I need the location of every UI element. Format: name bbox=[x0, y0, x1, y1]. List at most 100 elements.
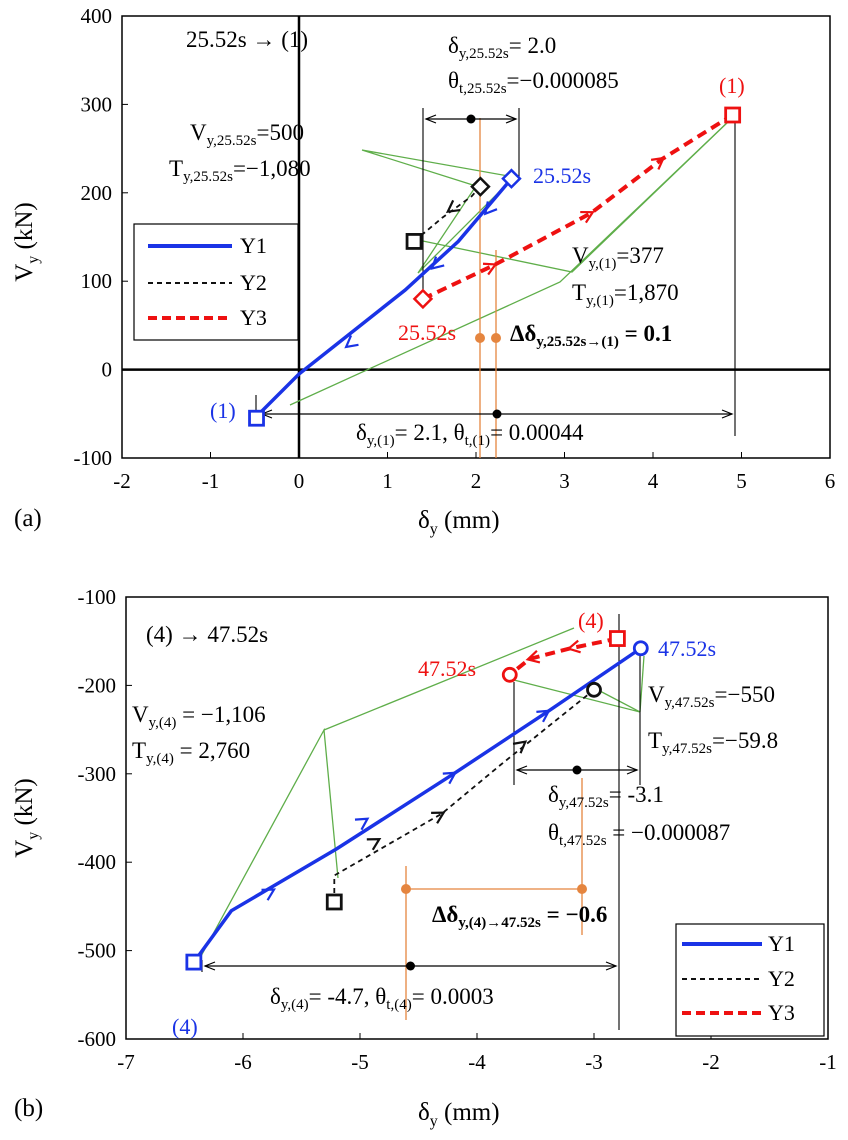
transition-label-b: (4) → 47.52s bbox=[146, 622, 268, 647]
direction-arrow-y2-b-2 bbox=[512, 740, 528, 754]
delta-dot-left-a bbox=[475, 333, 485, 343]
marker-square-y1-b-0 bbox=[185, 953, 203, 971]
marker-label-y3-start-b: (4) bbox=[578, 608, 604, 633]
legend-b: Y1 Y2 Y3 bbox=[675, 923, 825, 1037]
leader-right-lower-a bbox=[289, 119, 731, 406]
direction-arrow-y3-a-1 bbox=[580, 210, 595, 224]
x-tick-label-a-0: -2 bbox=[113, 469, 131, 493]
dim-bottom-b-head-right bbox=[605, 961, 618, 971]
direction-arrow-y2-a-0 bbox=[445, 199, 461, 214]
torque-right-label-b: Ty,47.52s=−59.8 bbox=[648, 728, 778, 757]
dim-mid-b-head-right bbox=[626, 765, 639, 775]
x-tick-label-b-5: -2 bbox=[702, 1050, 720, 1074]
series-line-y2-a bbox=[413, 185, 482, 243]
x-axis-title-b: δy (mm) bbox=[418, 1099, 500, 1130]
dim-bottom-a-head-right bbox=[721, 409, 734, 419]
dim-bottom-a-dot bbox=[492, 409, 502, 419]
legend-a: Y1 Y2 Y3 bbox=[133, 223, 299, 341]
y-tick-label-b-2: -300 bbox=[78, 762, 117, 786]
x-tick-label-b-2: -5 bbox=[351, 1050, 369, 1074]
delta-difference-label-a: Δδy,25.52s→(1) = 0.1 bbox=[510, 321, 672, 350]
x-tick-label-a-7: 5 bbox=[736, 469, 747, 493]
legend-label-y3-a: Y3 bbox=[240, 305, 267, 330]
x-tick-label-b-6: -1 bbox=[819, 1050, 837, 1074]
direction-arrow-y2-b-0 bbox=[366, 837, 382, 851]
direction-arrow-y3-a-2 bbox=[650, 156, 666, 170]
x-tick-label-a-8: 6 bbox=[825, 469, 836, 493]
panel-label-a: (a) bbox=[14, 505, 42, 532]
marker-label-y1-start-b: (4) bbox=[172, 1014, 198, 1039]
delta-bottom-label-b: δy,(4)= -4.7, θt,(4)= 0.0003 bbox=[270, 984, 494, 1013]
annotation-lines-a bbox=[255, 108, 736, 458]
marker-square-y1-a-1 bbox=[248, 409, 265, 427]
series-line-y3-a bbox=[422, 113, 734, 301]
chart-b: -7 -6 -5 -4 -3 -2 -1 -100 -200 -300 -400 -500 -600 (… bbox=[11, 585, 837, 1130]
dim-mid-b-dot bbox=[572, 765, 582, 775]
direction-arrow-y3-b-1 bbox=[525, 650, 541, 664]
x-tick-label-a-5: 3 bbox=[559, 469, 570, 493]
x-axis-title-a: δy (mm) bbox=[418, 507, 500, 538]
dim-bottom-b-dot bbox=[406, 961, 415, 971]
y-tick-label-b-0: -100 bbox=[78, 585, 117, 609]
marker-label-y3-start-a: 25.52s bbox=[398, 320, 456, 345]
direction-arrow-y1-b-2 bbox=[442, 771, 458, 785]
x-tick-label-a-1: -1 bbox=[202, 469, 220, 493]
y-axis-title-b: Vy (kN) bbox=[11, 778, 42, 858]
x-tick-label-b-3: -4 bbox=[468, 1050, 486, 1074]
series-line-y3-b bbox=[508, 636, 618, 677]
delta-mid-label-b: δy,47.52s= -3.1 bbox=[548, 782, 664, 811]
x-tick-label-a-4: 2 bbox=[471, 469, 482, 493]
theta-mid-label-b: θt,47.52s = −0.000087 bbox=[548, 820, 730, 849]
delta-difference-label-b: Δδy,(4)→47.52s = −0.6 bbox=[432, 902, 607, 931]
torque-right-label-a: Ty,(1)=1,870 bbox=[572, 280, 679, 309]
leader-right-upper-b bbox=[639, 655, 645, 713]
marker-label-y1-end-b: 47.52s bbox=[658, 636, 716, 661]
marker-label-y1-start-a: 25.52s bbox=[533, 163, 591, 188]
y-tick-label-b-4: -500 bbox=[78, 939, 117, 963]
y-axis-title-a: Vy (kN) bbox=[11, 202, 42, 282]
x-tick-label-b-4: -3 bbox=[585, 1050, 603, 1074]
y-tick-label-a-4: 300 bbox=[81, 92, 113, 116]
marker-label-y3-end-a: (1) bbox=[719, 73, 745, 98]
y-tick-label-a-0: -100 bbox=[74, 446, 113, 470]
dim-top-a-dot bbox=[466, 114, 476, 124]
marker-label-y3-end-b: 47.52s bbox=[418, 656, 476, 681]
x-tick-label-b-1: -6 bbox=[234, 1050, 252, 1074]
direction-arrow-y3-b-0 bbox=[566, 639, 581, 654]
dim-bottom-b-head-left bbox=[203, 961, 216, 971]
y-tick-label-b-5: -600 bbox=[78, 1027, 117, 1051]
marker-square-y2-b-2 bbox=[325, 893, 343, 911]
marker-square-y3-b-4 bbox=[609, 630, 626, 647]
x-tick-label-a-3: 1 bbox=[382, 469, 393, 493]
y-tick-label-a-2: 100 bbox=[81, 269, 113, 293]
y-tick-label-b-3: -400 bbox=[78, 850, 117, 874]
transition-label-a: 25.52s → (1) bbox=[186, 27, 308, 52]
delta-dot-left-b bbox=[401, 884, 411, 894]
x-tick-label-a-6: 4 bbox=[648, 469, 659, 493]
tick-labels-a: -2 -1 0 1 2 3 4 5 6 -100 0 100 200 300 400 bbox=[74, 4, 836, 493]
chart-a: -2 -1 0 1 2 3 4 5 6 -100 0 100 200 300 400 25.52s → (1… bbox=[11, 4, 835, 538]
series-b bbox=[185, 630, 649, 971]
dim-mid-b-head-left bbox=[515, 765, 528, 775]
delta-bottom-label-a: δy,(1)= 2.1, θt,(1)= 0.00044 bbox=[356, 420, 584, 449]
x-tick-label-b-0: -7 bbox=[117, 1050, 135, 1074]
direction-arrow-y1-a-0 bbox=[483, 201, 498, 216]
panel-label-b: (b) bbox=[14, 1095, 43, 1122]
direction-arrow-y1-a-2 bbox=[344, 334, 359, 349]
leader-right-b bbox=[513, 679, 641, 713]
shear-left-label-a: Vy,25.52s=500 bbox=[190, 120, 304, 149]
x-tick-label-a-2: 0 bbox=[294, 469, 305, 493]
leader-left-a bbox=[361, 149, 516, 274]
direction-arrow-y3-a-0 bbox=[482, 262, 498, 276]
legend-label-y1-a: Y1 bbox=[240, 233, 267, 258]
direction-arrow-y1-b-3 bbox=[536, 709, 551, 723]
legend-label-y1-b: Y1 bbox=[768, 931, 795, 956]
direction-arrow-y1-a-1 bbox=[430, 256, 445, 271]
marker-diamond-y1-a-0 bbox=[501, 168, 522, 189]
theta-top-label-a: θt,25.52s=−0.000085 bbox=[448, 68, 619, 97]
tick-labels-b: -7 -6 -5 -4 -3 -2 -1 -100 -200 -300 -400 -500 -600 bbox=[78, 585, 837, 1074]
marker-diamond-y2-a-2 bbox=[470, 176, 491, 197]
delta-top-label-a: δy,25.52s= 2.0 bbox=[448, 33, 556, 62]
shear-right-label-b: Vy,47.52s=−550 bbox=[648, 682, 775, 711]
